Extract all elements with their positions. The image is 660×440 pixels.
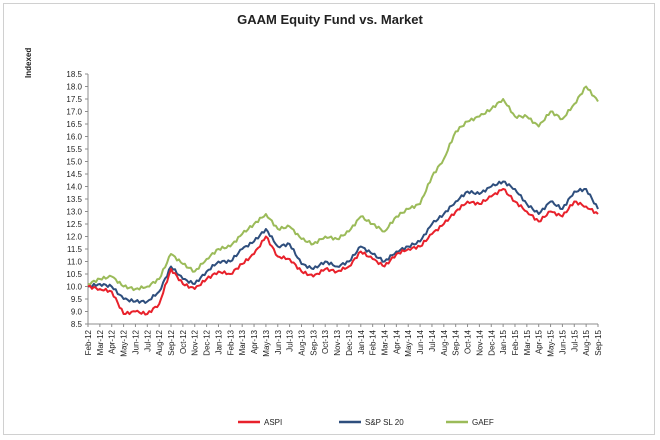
legend-label: GAEF: [472, 418, 494, 427]
x-tick-label: May-12: [120, 329, 129, 356]
x-tick-label: Mar-14: [381, 329, 390, 355]
y-tick-label: 16.5: [66, 120, 82, 129]
y-tick-label: 8.5: [71, 320, 83, 329]
y-tick-label: 18.0: [66, 83, 82, 92]
x-tick-label: Dec-14: [487, 329, 496, 355]
x-tick-label: Aug-13: [297, 329, 306, 355]
x-tick-label: Oct-14: [464, 329, 473, 354]
x-tick-label: Feb-14: [369, 329, 378, 355]
x-tick-label: Nov-14: [475, 329, 484, 355]
x-tick-label: Oct-12: [179, 329, 188, 354]
x-tick-label: Mar-12: [96, 329, 105, 355]
y-tick-label: 18.5: [66, 70, 82, 79]
y-tick-label: 9.0: [71, 308, 83, 317]
x-tick-label: Feb-12: [84, 329, 93, 355]
x-tick-label: Jul-15: [570, 329, 579, 351]
x-tick-label: Sep-13: [309, 329, 318, 355]
y-tick-label: 16.0: [66, 133, 82, 142]
legend-label: ASPI: [264, 418, 282, 427]
x-tick-label: Apr-14: [392, 329, 401, 354]
y-tick-label: 13.0: [66, 208, 82, 217]
x-tick-label: Jun-14: [416, 329, 425, 354]
y-tick-label: 14.0: [66, 183, 82, 192]
x-tick-label: Jul-12: [143, 329, 152, 351]
y-tick-label: 17.0: [66, 108, 82, 117]
x-tick-label: Mar-15: [523, 329, 532, 355]
x-tick-label: Dec-13: [345, 329, 354, 355]
x-tick-label: Apr-13: [250, 329, 259, 354]
x-tick-label: Aug-14: [440, 329, 449, 355]
x-tick-label: May-14: [404, 329, 413, 356]
y-tick-label: 9.5: [71, 295, 83, 304]
y-tick-label: 10.5: [66, 270, 82, 279]
x-tick-label: Sep-15: [594, 329, 603, 355]
x-tick-label: Apr-15: [535, 329, 544, 354]
x-tick-label: May-13: [262, 329, 271, 356]
x-tick-label: Jul-14: [428, 329, 437, 351]
series-line-gaef: [87, 85, 599, 292]
x-tick-label: Jan-13: [214, 329, 223, 354]
x-tick-label: Jun-12: [131, 329, 140, 354]
chart-frame: [3, 3, 655, 435]
y-tick-label: 13.5: [66, 195, 82, 204]
chart-title: GAAM Equity Fund vs. Market: [237, 12, 423, 27]
y-tick-label: 15.5: [66, 145, 82, 154]
y-tick-label: 12.0: [66, 233, 82, 242]
series-lines: [87, 85, 599, 316]
y-tick-label: 11.5: [67, 245, 83, 254]
x-tick-label: Apr-12: [108, 329, 117, 354]
series-line-aspi: [87, 188, 599, 316]
x-tick-label: Jun-15: [558, 329, 567, 354]
x-tick-label: Oct-13: [321, 329, 330, 354]
x-tick-label: Dec-12: [203, 329, 212, 355]
y-tick-label: 10.0: [66, 283, 82, 292]
x-tick-label: Aug-15: [582, 329, 591, 355]
legend: ASPI S&P SL 20 GAEF: [238, 418, 494, 427]
x-tick-label: Feb-13: [226, 329, 235, 355]
x-tick-label: Sep-12: [167, 329, 176, 355]
y-tick-label: 15.0: [66, 158, 82, 167]
x-tick-label: Jul-13: [286, 329, 295, 351]
y-tick-label: 11.0: [67, 258, 83, 267]
y-tick-label: 12.5: [66, 220, 82, 229]
x-tick-label: Feb-15: [511, 329, 520, 355]
series-line-s-p-sl-20: [87, 180, 599, 304]
x-axis-ticks: Feb-12 Mar-12 Apr-12 May-12 Jun-12 Jul-12 Aug-…: [84, 324, 603, 357]
x-tick-label: Nov-12: [191, 329, 200, 355]
y-axis-ticks: 8.5 9.0 9.5 10.0 10.5 11.0 11.5 12.0 12.5 13.0 13.…: [66, 70, 88, 329]
y-tick-label: 17.5: [66, 95, 82, 104]
x-tick-label: Mar-13: [238, 329, 247, 355]
y-tick-label: 14.5: [66, 170, 82, 179]
x-tick-label: Aug-12: [155, 329, 164, 355]
x-tick-label: Jun-13: [274, 329, 283, 354]
x-tick-label: Nov-13: [333, 329, 342, 355]
legend-label: S&P SL 20: [365, 418, 404, 427]
x-tick-label: Jan-15: [499, 329, 508, 354]
x-tick-label: Sep-14: [452, 329, 461, 355]
x-tick-label: Jan-14: [357, 329, 366, 354]
x-tick-label: May-15: [547, 329, 556, 356]
